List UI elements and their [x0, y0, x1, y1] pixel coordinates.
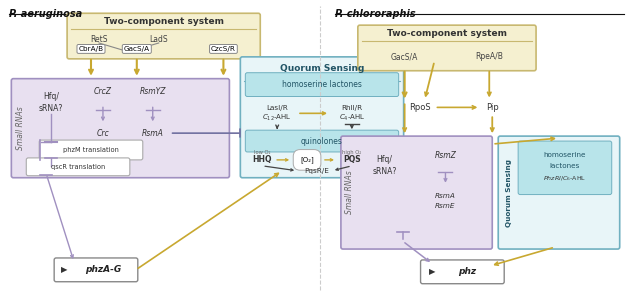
Text: ▶: ▶: [61, 265, 67, 274]
Text: lactones: lactones: [550, 163, 580, 169]
Text: Small RNAs: Small RNAs: [16, 106, 25, 150]
Text: HHQ: HHQ: [253, 155, 272, 164]
FancyBboxPatch shape: [358, 25, 536, 71]
Text: RpeA/B: RpeA/B: [476, 52, 503, 61]
Text: RsmA: RsmA: [435, 193, 456, 199]
Text: sRNA?: sRNA?: [372, 167, 397, 176]
Text: ▶: ▶: [429, 267, 436, 276]
Text: qscR translation: qscR translation: [51, 164, 105, 170]
Text: phzM translation: phzM translation: [63, 147, 119, 153]
Text: RsmE: RsmE: [435, 203, 456, 210]
Text: homoserine: homoserine: [544, 152, 586, 158]
Text: $C_4$-AHL: $C_4$-AHL: [338, 113, 365, 123]
Text: RpoS: RpoS: [409, 103, 430, 112]
FancyBboxPatch shape: [67, 13, 260, 59]
Text: phz: phz: [458, 267, 476, 276]
Text: GacS/A: GacS/A: [391, 52, 419, 61]
Text: GacS/A: GacS/A: [124, 46, 150, 52]
Text: P. chlororaphis: P. chlororaphis: [335, 9, 415, 19]
Text: Crc: Crc: [97, 129, 110, 138]
Text: Hfq/: Hfq/: [377, 155, 393, 164]
Text: [O₂]: [O₂]: [300, 157, 314, 163]
Text: RsmYZ: RsmYZ: [140, 87, 166, 96]
Text: homoserine lactones: homoserine lactones: [282, 80, 362, 89]
FancyBboxPatch shape: [498, 136, 620, 249]
Text: LasI/R: LasI/R: [266, 105, 288, 111]
FancyBboxPatch shape: [420, 260, 504, 284]
Text: Quorum Sensing: Quorum Sensing: [506, 159, 512, 226]
Text: Two-component system: Two-component system: [104, 17, 224, 26]
Text: RsmZ: RsmZ: [435, 152, 456, 160]
Text: CzcS/R: CzcS/R: [211, 46, 236, 52]
Text: RetS: RetS: [90, 35, 108, 44]
Text: phzA-G: phzA-G: [85, 265, 121, 274]
Text: $C_{12}$-AHL: $C_{12}$-AHL: [262, 113, 292, 123]
FancyBboxPatch shape: [54, 258, 138, 282]
Text: RhlI/R: RhlI/R: [341, 105, 362, 111]
Text: Small RNAs: Small RNAs: [345, 171, 354, 215]
FancyBboxPatch shape: [246, 73, 399, 96]
FancyBboxPatch shape: [246, 130, 399, 152]
Text: RsmA: RsmA: [142, 129, 163, 138]
Text: Hfq/: Hfq/: [43, 92, 59, 101]
Text: P. aeruginosa: P. aeruginosa: [10, 9, 83, 19]
Text: LadS: LadS: [149, 35, 168, 44]
Text: PQS: PQS: [343, 155, 361, 164]
Text: low O₂: low O₂: [254, 150, 271, 155]
Text: Quorum Sensing: Quorum Sensing: [280, 64, 364, 73]
Text: high O₂: high O₂: [342, 150, 362, 155]
FancyBboxPatch shape: [39, 140, 143, 160]
Text: sRNA?: sRNA?: [39, 104, 63, 113]
Text: $PhzRI/C_6$-AHL: $PhzRI/C_6$-AHL: [544, 174, 587, 183]
Text: Two-component system: Two-component system: [387, 29, 507, 38]
Text: CrcZ: CrcZ: [94, 87, 112, 96]
FancyBboxPatch shape: [12, 79, 229, 178]
Text: Pip: Pip: [486, 103, 499, 112]
FancyBboxPatch shape: [518, 141, 612, 194]
Text: quinolones: quinolones: [301, 136, 343, 146]
FancyBboxPatch shape: [341, 136, 492, 249]
Text: CbrA/B: CbrA/B: [78, 46, 104, 52]
FancyBboxPatch shape: [26, 158, 130, 176]
FancyBboxPatch shape: [240, 57, 404, 178]
Text: PqsR/E: PqsR/E: [304, 168, 329, 174]
